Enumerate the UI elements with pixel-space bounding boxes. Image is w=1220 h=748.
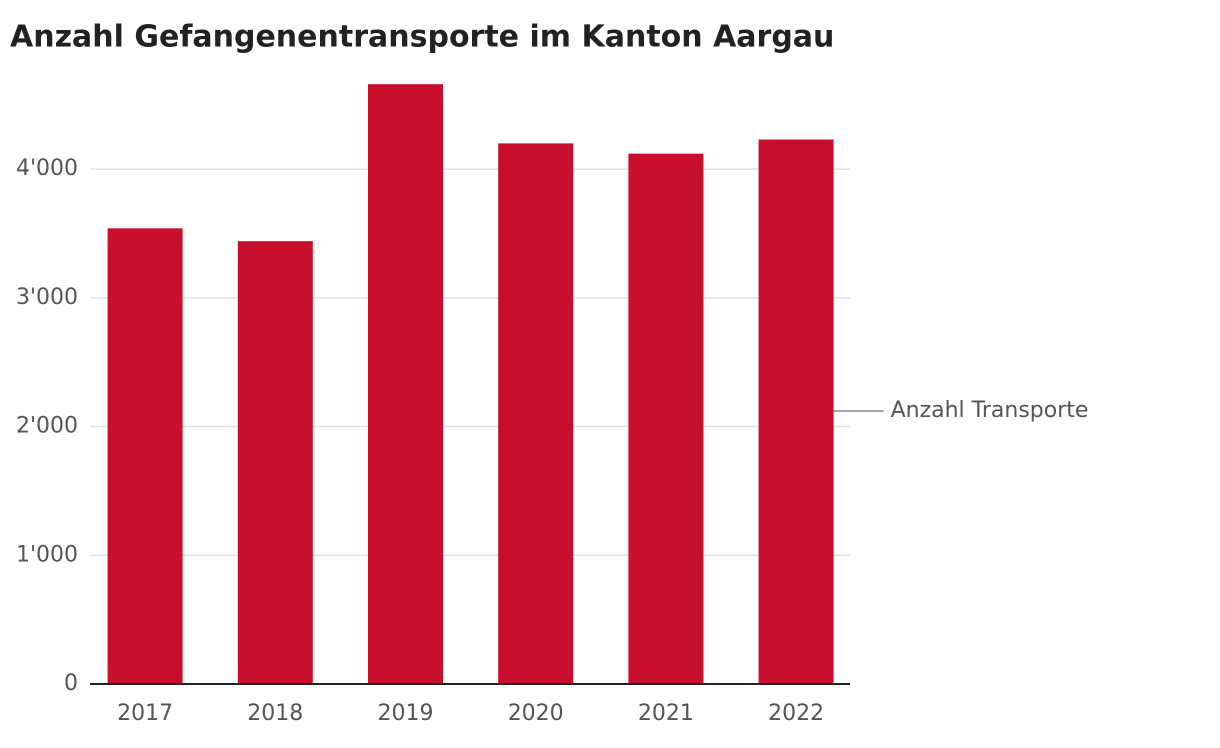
chart-title: Anzahl Gefangenentransporte im Kanton Aa… <box>10 20 834 55</box>
y-tick-label: 1'000 <box>16 542 78 567</box>
y-tick-label: 3'000 <box>16 285 78 310</box>
y-tick-label: 4'000 <box>16 156 78 181</box>
x-tick-label: 2018 <box>247 701 303 726</box>
bar <box>237 241 313 685</box>
bar <box>498 143 574 685</box>
x-tick-label: 2022 <box>768 701 824 726</box>
x-tick-label: 2019 <box>378 701 434 726</box>
bar <box>368 84 443 685</box>
x-tick-label: 2017 <box>117 701 173 726</box>
x-tick-label: 2020 <box>508 701 564 726</box>
bar <box>107 228 183 684</box>
bar <box>758 139 834 684</box>
x-tick-label: 2021 <box>638 701 694 726</box>
legend-label: Anzahl Transporte <box>891 398 1089 423</box>
y-tick-label: 0 <box>64 671 78 696</box>
y-tick-label: 2'000 <box>16 414 78 439</box>
bar <box>628 153 704 685</box>
